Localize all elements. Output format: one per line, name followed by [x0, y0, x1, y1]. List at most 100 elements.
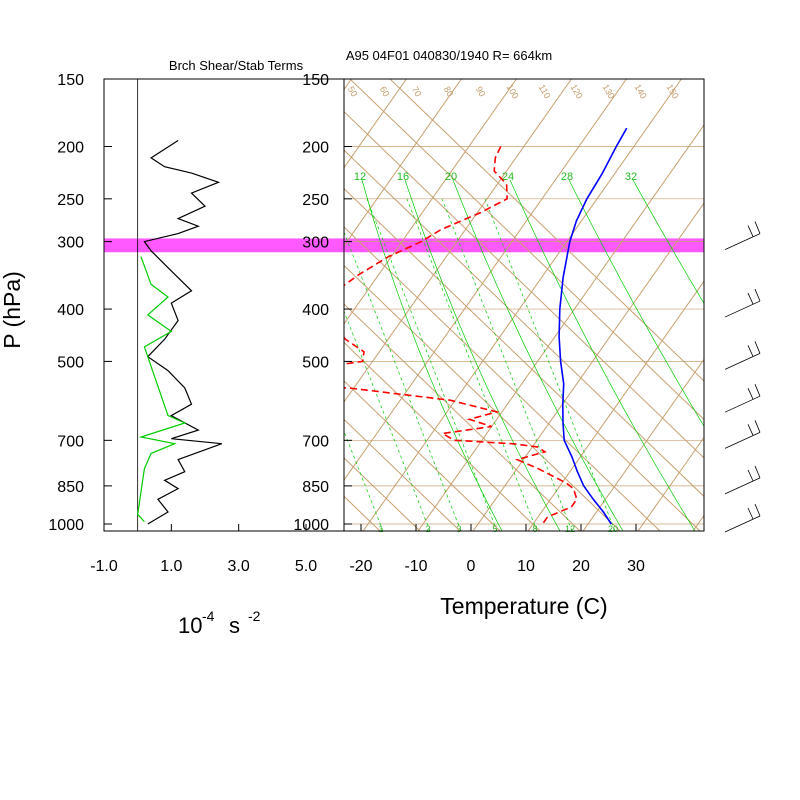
- dry-adiabat-line: [344, 111, 704, 459]
- skewt-panel-frame: [343, 78, 705, 532]
- x-tick-label-skewt: -20: [349, 558, 372, 575]
- theta-e-label: 20: [445, 171, 457, 183]
- dry-adiabat-line: [344, 418, 461, 531]
- mixing-ratio-label: 5: [492, 524, 497, 534]
- x-tick-label-left: 3.0: [228, 558, 250, 575]
- x-tick-label-left: 5.0: [295, 558, 317, 575]
- units-base: 10: [178, 613, 202, 638]
- wind-barb-flag: [754, 420, 761, 433]
- skewt-background-grid: [0, 79, 800, 534]
- y-tick-label-mid: 250: [302, 192, 329, 209]
- y-tick-label-left: 400: [57, 302, 84, 319]
- skewt-series-dewpoint: [344, 146, 578, 525]
- moist-adiabat-line: [509, 179, 696, 531]
- theta-e-label: 16: [397, 171, 409, 183]
- y-tick-label-left: 850: [57, 479, 84, 496]
- skewt-series: [344, 127, 628, 525]
- moist-adiabat-line: [452, 179, 624, 531]
- wind-barb-flag: [754, 503, 761, 517]
- moist-adiabat-line: [404, 179, 561, 531]
- isotherm-line: [746, 79, 800, 534]
- dry-adiabat-line: [344, 226, 661, 531]
- isotherm-line: [637, 436, 704, 531]
- mixing-ratio-label: 1: [378, 524, 383, 534]
- panel-frames: [103, 78, 705, 532]
- isotherm-line: [582, 358, 704, 531]
- wind-barb-shaft: [724, 353, 761, 370]
- dry-adiabat-label: 100: [505, 82, 521, 100]
- wind-barb: [724, 221, 761, 250]
- theta-e-label: 28: [561, 171, 573, 183]
- wind-barb-flag: [747, 292, 754, 305]
- dry-adiabat-line: [349, 79, 704, 421]
- isotherm-line: [0, 79, 296, 534]
- wind-barb-flag: [754, 221, 761, 234]
- left-series-black: [143, 139, 223, 525]
- isotherm-line: [527, 280, 704, 531]
- dry-adiabat-label: 130: [601, 82, 617, 100]
- mixing-ratio-label: 2: [425, 524, 430, 534]
- x-tick-label-skewt: 0: [467, 558, 476, 575]
- moist-adiabat-line: [568, 179, 704, 427]
- x-tick-label-left: 1.0: [160, 558, 182, 575]
- isotherm-line: [344, 79, 407, 169]
- mixing-ratio-label: 20: [608, 524, 618, 534]
- isotherm-line: [362, 79, 682, 531]
- left-panel-title: Brch Shear/Stab Terms: [169, 58, 304, 73]
- isotherm-line: [344, 79, 462, 247]
- dry-adiabat-line: [344, 341, 541, 531]
- mixing-ratio-label: 8: [532, 524, 537, 534]
- isotherm-line: [692, 514, 704, 531]
- dry-adiabat-label: 70: [410, 85, 424, 99]
- dry-adiabat-line: [344, 187, 701, 531]
- dry-adiabat-label: 150: [665, 82, 681, 100]
- isotherm-line: [472, 202, 704, 531]
- highlight-band: [104, 238, 704, 253]
- dry-adiabat-line: [0, 79, 260, 531]
- y-axis-label: P (hPa): [0, 271, 25, 349]
- units-s-exp: -2: [248, 608, 261, 624]
- wind-barb-shaft: [724, 233, 761, 250]
- skewt-x-axis-label: Temperature (C): [440, 593, 607, 619]
- skewt-series-temperature: [558, 127, 628, 525]
- wind-barb-flag: [754, 288, 761, 302]
- dry-adiabat-line: [344, 264, 621, 531]
- moisture-grid: [344, 179, 704, 531]
- y-tick-label-left: 250: [57, 192, 84, 209]
- wind-barb-flag: [754, 341, 761, 354]
- mixing-ratio-label: 3: [456, 524, 461, 534]
- x-tick-label-left: -1.0: [90, 558, 118, 575]
- dry-adiabat-label: 50: [346, 85, 360, 99]
- y-tick-label-mid: 500: [302, 354, 329, 371]
- isotherm-line: [344, 79, 517, 325]
- y-tick-label-left: 1000: [48, 517, 84, 534]
- theta-e-label: 12: [354, 171, 366, 183]
- isotherm-line: [417, 124, 704, 531]
- wind-barb-flag: [754, 465, 761, 479]
- wind-barb-flag: [747, 424, 754, 436]
- wind-barb-flag: [747, 345, 754, 357]
- y-tick-label-mid: 150: [302, 72, 329, 89]
- units-exp: -4: [202, 608, 215, 624]
- dry-adiabat-label: 110: [537, 83, 553, 100]
- wind-barb-shaft: [724, 395, 761, 413]
- x-tick-label-skewt: 30: [627, 558, 645, 575]
- chart-title: A95 04F01 040830/1940 R= 664km: [346, 48, 552, 63]
- y-tick-label-mid: 200: [302, 139, 329, 156]
- wind-barb-flag: [747, 225, 754, 237]
- dry-adiabat-label: 140: [633, 82, 649, 100]
- wind-barb: [724, 465, 761, 495]
- dry-adiabat-line: [0, 79, 180, 531]
- dry-adiabat-line: [0, 79, 300, 531]
- wind-barb: [724, 341, 761, 370]
- y-tick-label-mid: 300: [302, 235, 329, 252]
- x-tick-label-skewt: 10: [517, 558, 535, 575]
- wind-barb-shaft: [724, 300, 761, 318]
- y-tick-label-mid: 400: [302, 302, 329, 319]
- wind-barbs: [724, 221, 761, 533]
- wind-barb-flag: [747, 469, 754, 482]
- wind-barb-shaft: [724, 515, 761, 533]
- y-tick-label-left: 150: [57, 72, 84, 89]
